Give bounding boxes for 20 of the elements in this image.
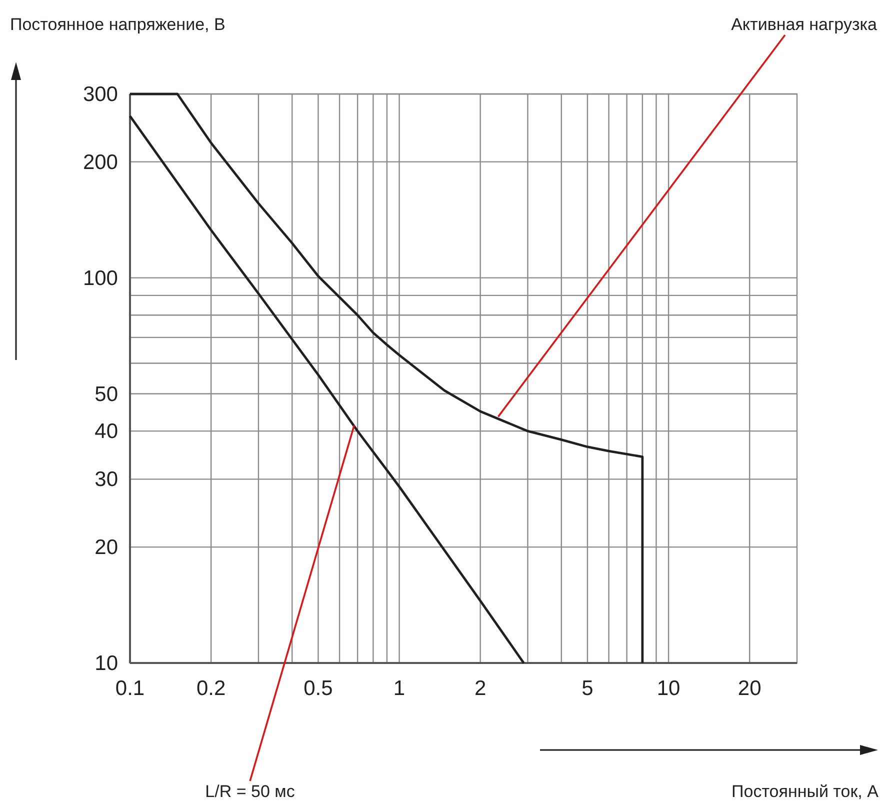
- x-axis-title: Постоянный ток, А: [732, 782, 880, 801]
- y-tick-label: 300: [82, 83, 118, 106]
- y-tick-label: 200: [82, 150, 118, 174]
- y-tick-label: 30: [94, 468, 118, 492]
- x-tick-label: 5: [582, 677, 594, 700]
- x-tick-label: 20: [738, 677, 762, 700]
- y-tick-label: 50: [94, 382, 118, 406]
- x-tick-label: 2: [474, 677, 486, 700]
- x-tick-label: 1: [393, 677, 406, 700]
- x-tick-label: 0.2: [196, 677, 226, 700]
- x-tick-label: 0.1: [115, 677, 145, 700]
- y-tick-label: 100: [82, 266, 118, 290]
- annotation: Активная нагрузка: [731, 15, 878, 34]
- x-tick-label: 0.5: [304, 677, 333, 700]
- annotation: L/R = 50 мс: [205, 782, 296, 801]
- y-tick-label: 10: [94, 652, 118, 675]
- y-axis-title: Постоянное напряжение, В: [10, 15, 226, 34]
- y-tick-label: 40: [94, 420, 118, 444]
- y-tick-label: 20: [94, 536, 118, 560]
- x-tick-label: 10: [656, 677, 680, 700]
